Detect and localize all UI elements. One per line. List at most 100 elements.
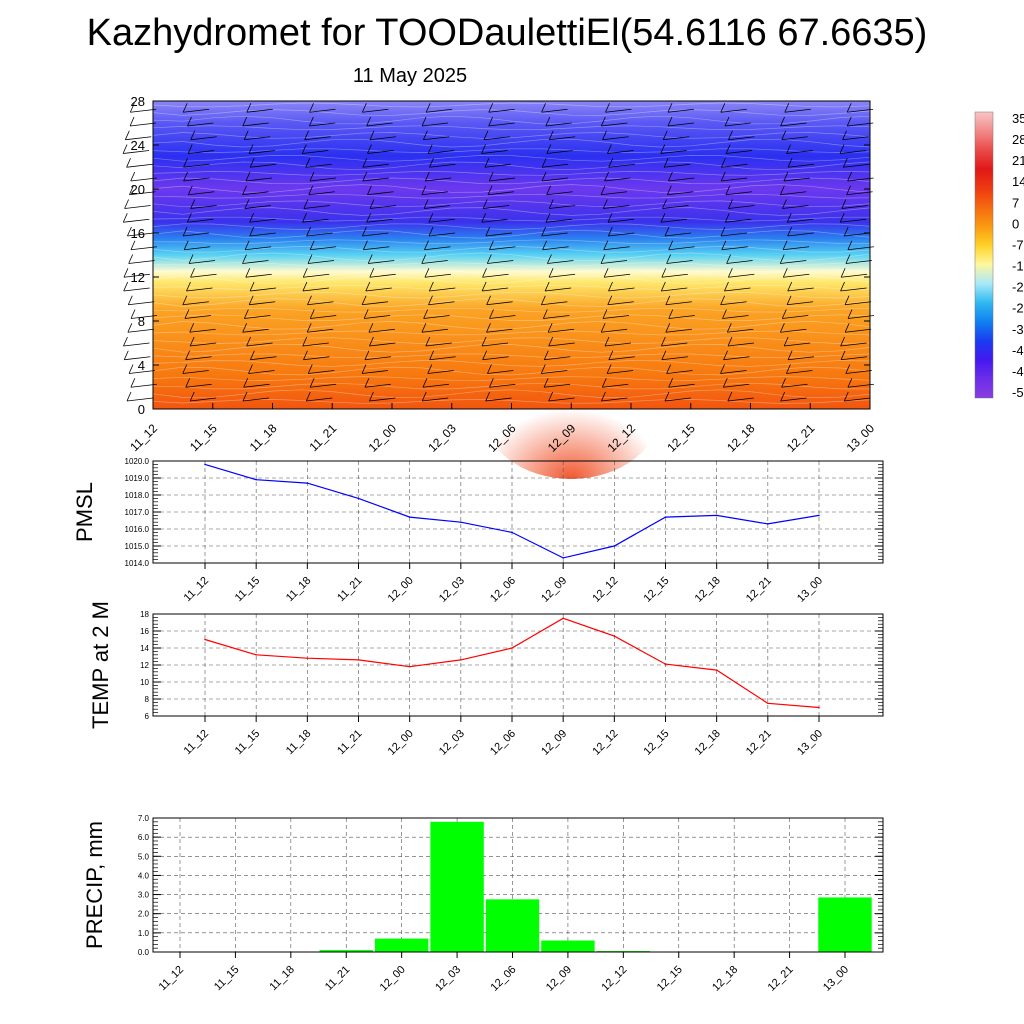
wind-barb-flag [243, 130, 249, 140]
wind-barb [306, 397, 333, 402]
wind-barb [603, 205, 630, 209]
wind-barb-flag [666, 364, 672, 374]
wind-barb [250, 287, 277, 292]
colorbar-label: 0 [1012, 216, 1019, 231]
contour-line [152, 291, 871, 299]
wind-barb-flag [843, 226, 849, 237]
wind-barb-flag [543, 378, 549, 388]
wind-barb [780, 122, 807, 127]
wind-barb-flag [603, 240, 609, 250]
contour-line [152, 252, 871, 262]
wind-barb [727, 342, 755, 347]
wind-barb-flag [604, 336, 610, 347]
wind-barb [123, 218, 150, 223]
wind-barb-flag [668, 240, 674, 250]
wind-barb-flag [302, 213, 307, 223]
wind-barb-flag [129, 185, 134, 195]
plot-frame [152, 460, 884, 564]
x-tick-label: 11_12 [182, 728, 212, 758]
wind-barb [720, 108, 747, 113]
wind-barb [307, 301, 334, 306]
wind-barb [549, 205, 576, 209]
wind-barb [607, 218, 635, 223]
colorbar-label: -1 [1012, 259, 1024, 274]
wind-barb [845, 260, 872, 264]
wind-barb [664, 397, 691, 402]
colorbar-label: 28 [1012, 132, 1024, 147]
wind-barb [310, 246, 337, 251]
wind-barb-flag [307, 295, 312, 305]
wind-barb-flag [602, 309, 608, 319]
wind-barb-flag [361, 364, 367, 374]
y-tick-label: 1016.0 [125, 525, 150, 534]
wind-barb [545, 122, 572, 127]
wind-barb-flag [481, 213, 487, 223]
x-tick-label: 12_00 [386, 575, 416, 605]
wind-barb-flag [428, 226, 434, 237]
wind-barb-flag [839, 213, 845, 223]
wind-barb-flag [424, 268, 430, 278]
colorbar-label: -7 [1012, 237, 1024, 252]
wind-barb [726, 260, 753, 264]
data-point [715, 514, 718, 517]
wind-barb-flag [600, 185, 606, 195]
wind-barb [248, 370, 275, 374]
wind-barb-flag [242, 323, 248, 333]
wind-barb [428, 301, 455, 306]
wind-barb-flag [126, 158, 131, 168]
wind-barb [130, 177, 157, 182]
wind-barb-flag [548, 268, 554, 278]
wind-barb-flag [547, 323, 553, 333]
wind-barb [369, 205, 397, 209]
wind-barb [841, 205, 868, 209]
wind-barb [249, 232, 276, 237]
wind-barb-flag [303, 350, 308, 360]
x-tick-label: 12_18 [724, 421, 758, 455]
wind-barb-flag [482, 268, 487, 278]
contour-line [152, 337, 871, 344]
x-tick-label: 12_00 [386, 728, 416, 758]
x-tick-label: 11_12 [182, 575, 212, 605]
colorbar-label: -2 [1012, 280, 1024, 295]
wind-barb [245, 273, 272, 278]
wind-barb-flag [847, 378, 853, 388]
wind-barb [361, 370, 389, 374]
wind-barb [242, 122, 269, 127]
wind-barb-flag [190, 268, 195, 278]
wind-barb-flag [185, 378, 191, 388]
x-tick-label: 11_21 [323, 964, 353, 994]
contour-line [152, 102, 871, 108]
wind-barb-flag [660, 144, 666, 154]
wind-barb [840, 287, 867, 292]
contour-line [152, 275, 871, 285]
wind-barb-flag [541, 158, 547, 168]
wind-barb-flag [840, 281, 845, 292]
wind-barb [303, 356, 330, 361]
wind-barb-flag [424, 171, 430, 182]
wind-barb [780, 191, 807, 196]
wind-barb [308, 370, 335, 374]
wind-barb [726, 150, 753, 154]
wind-barb-flag [305, 158, 311, 168]
wind-barb [780, 397, 807, 402]
wind-barb [426, 108, 453, 113]
wind-barb-flag [249, 213, 254, 223]
wind-barb [486, 301, 513, 306]
wind-barb-flag [786, 364, 791, 374]
x-tick-label: 13_00 [844, 421, 878, 455]
wind-barb [188, 150, 215, 154]
wind-barb-flag [720, 103, 726, 113]
wind-barb [787, 232, 814, 237]
x-tick-label: 13_00 [821, 964, 851, 994]
wind-barb [250, 163, 277, 168]
wind-barb [190, 397, 217, 402]
wind-barb-flag [424, 240, 429, 250]
wind-barb [309, 122, 336, 127]
wind-barb-flag [540, 295, 546, 305]
wind-barb-flag [182, 295, 188, 305]
wind-barb-flag [542, 309, 548, 319]
colorbar-label: 7 [1012, 195, 1019, 210]
wind-barb-flag [780, 323, 785, 333]
y-tick-label: 8 [145, 695, 150, 704]
